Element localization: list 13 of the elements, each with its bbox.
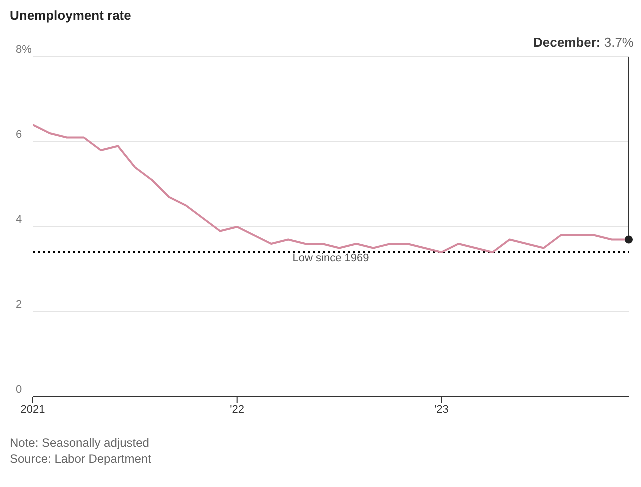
- x-tick-label: '22: [230, 404, 245, 416]
- y-tick-label: 0: [16, 384, 22, 396]
- source-note: Source: Labor Department: [10, 451, 152, 467]
- ref-line-label: Low since 1969: [292, 252, 370, 264]
- y-tick-label: 8%: [16, 44, 32, 56]
- x-tick-label: '23: [434, 404, 449, 416]
- x-tick-label: 2021: [20, 404, 46, 416]
- y-tick-label: 6: [16, 129, 22, 141]
- text: Note: Seasonally adjusted: [10, 435, 150, 451]
- chart-title: Unemployment rate: [10, 8, 132, 23]
- y-tick-label: 2: [16, 299, 22, 311]
- y-tick-label: 4: [16, 214, 22, 226]
- annotation: December: 3.7%: [534, 35, 634, 50]
